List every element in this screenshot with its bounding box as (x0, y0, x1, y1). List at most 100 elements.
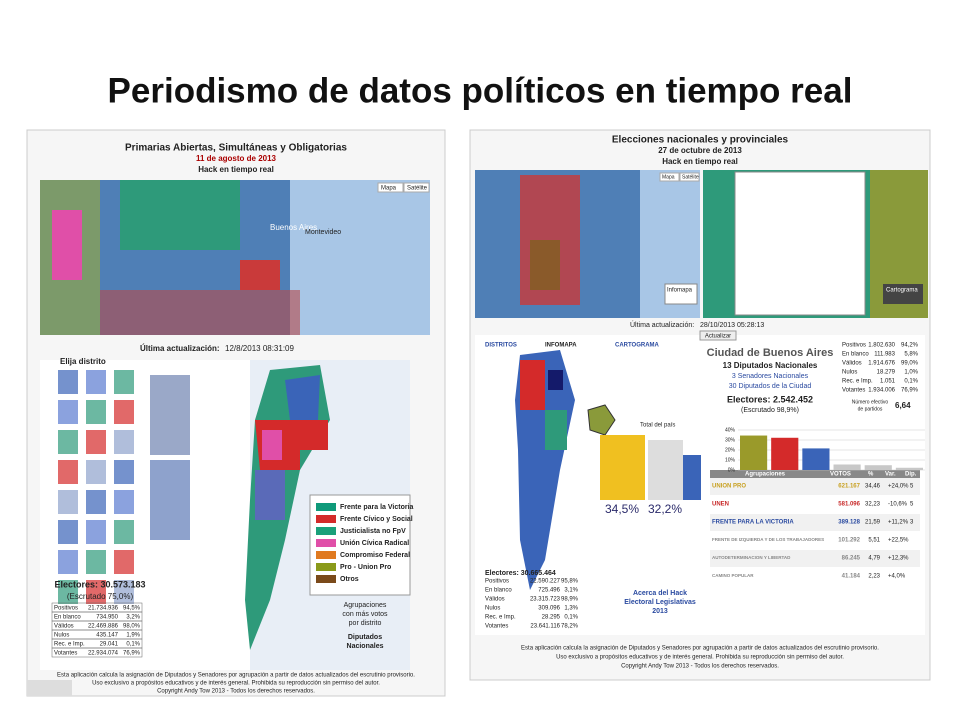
y-tick-label: 30% (725, 437, 736, 443)
label: Electores: 30.573.183 (54, 579, 145, 589)
label: 621.167 (838, 484, 860, 490)
table-header-bg (710, 470, 920, 478)
label: de partidos (858, 406, 883, 412)
y-tick-label: 10% (725, 457, 736, 463)
label: +12,3% (888, 556, 909, 562)
thumb (114, 550, 134, 574)
label: Votantes (54, 651, 77, 657)
label: Nulos (842, 370, 857, 376)
label: 581.096 (838, 502, 860, 508)
region (120, 180, 240, 250)
label: Frente Cívico y Social (340, 516, 413, 523)
label: 1,3% (564, 606, 578, 612)
thumb-map (150, 375, 190, 455)
label: 23.641.116 (530, 624, 560, 630)
label: 13 Diputados Nacionales (723, 361, 818, 370)
label: Nacionales (347, 643, 384, 650)
legend-swatch (316, 539, 336, 547)
bar (740, 435, 768, 470)
label: Copyright Andy Tow 2013 - Todos los dere… (157, 689, 315, 695)
label: CARTOGRAMA (615, 343, 660, 349)
label: Número efectivo (852, 399, 889, 405)
label: Frente para la Victoria (340, 504, 414, 511)
label: 3,2% (126, 615, 140, 621)
label: Nulos (485, 606, 500, 612)
label: Total del país (640, 423, 675, 429)
label: 1.934.006 (868, 388, 895, 394)
label: 0,1% (904, 379, 918, 385)
label: 5,51 (868, 538, 880, 544)
table-row (710, 568, 920, 585)
thumb (114, 520, 134, 544)
fpv-poster (683, 455, 701, 500)
label: Votantes (842, 388, 865, 394)
label: por distrito (349, 620, 382, 627)
label: 101.292 (838, 538, 860, 544)
label: 34,46 (865, 484, 881, 490)
thumb (58, 460, 78, 484)
label: Electores: 2.542.452 (727, 394, 813, 404)
label: 94,2% (901, 343, 919, 349)
label: Dip. (905, 472, 917, 478)
label: 0,1% (564, 615, 578, 621)
region (262, 430, 282, 460)
label: Elecciones nacionales y provinciales (612, 135, 789, 146)
label: 5,8% (904, 352, 918, 358)
label: 5 (910, 502, 914, 508)
thumb (58, 370, 78, 394)
label: 28.295 (542, 615, 561, 621)
label: UNEN (712, 502, 729, 508)
label: UNION PRO (712, 484, 746, 490)
bar (771, 437, 799, 470)
label: 32,2% (648, 502, 682, 516)
label: Acerca del Hack (633, 590, 687, 597)
label: con más votos (342, 611, 388, 618)
thumb (86, 430, 106, 454)
region (255, 470, 285, 520)
region (100, 290, 300, 335)
legend-swatch (316, 551, 336, 559)
label: 28/10/2013 05:28:13 (700, 322, 764, 329)
label: Agrupaciones (745, 472, 786, 478)
label: Primarias Abiertas, Simultáneas y Obliga… (125, 143, 347, 154)
label: 98,9% (561, 597, 579, 603)
label: Positivos (485, 579, 509, 585)
label: 2,23 (868, 574, 880, 580)
label: Mapa (381, 186, 397, 192)
thumb (58, 550, 78, 574)
label: 6,64 (895, 401, 911, 410)
label: 11 de agosto de 2013 (196, 154, 277, 163)
thumb (86, 370, 106, 394)
label: +4,0% (888, 574, 906, 580)
label: En blanco (54, 615, 81, 621)
label: 1.802.630 (868, 343, 895, 349)
label: Ciudad de Buenos Aires (707, 347, 834, 359)
legend-swatch (316, 575, 336, 583)
label: Satélite (682, 174, 699, 180)
label: (Escrutado 75,0%) (67, 592, 134, 601)
button[interactable] (699, 330, 737, 341)
label: Positivos (54, 606, 78, 612)
label: Agrupaciones (344, 602, 387, 609)
label: Rec. e Imp. (842, 379, 873, 385)
label: Válidos (485, 597, 505, 603)
label: Rec. e Imp. (54, 642, 85, 648)
label: 78,2% (561, 624, 579, 630)
label: +11,2% (888, 520, 909, 526)
label: 734.950 (96, 615, 118, 621)
label: 0,1% (126, 642, 140, 648)
label: Compromiso Federal (340, 552, 410, 559)
label: Electores: 30.665.464 (485, 570, 556, 577)
region (548, 370, 563, 390)
label: 725.496 (538, 588, 560, 594)
unen-poster (648, 440, 683, 500)
label: Satélite (407, 186, 428, 192)
thumb (86, 550, 106, 574)
label: Actualizar (705, 334, 731, 340)
label: Diputados (348, 634, 382, 641)
label: 1,0% (904, 370, 918, 376)
y-tick-label: 0% (728, 467, 736, 473)
label: 111.983 (874, 352, 895, 358)
